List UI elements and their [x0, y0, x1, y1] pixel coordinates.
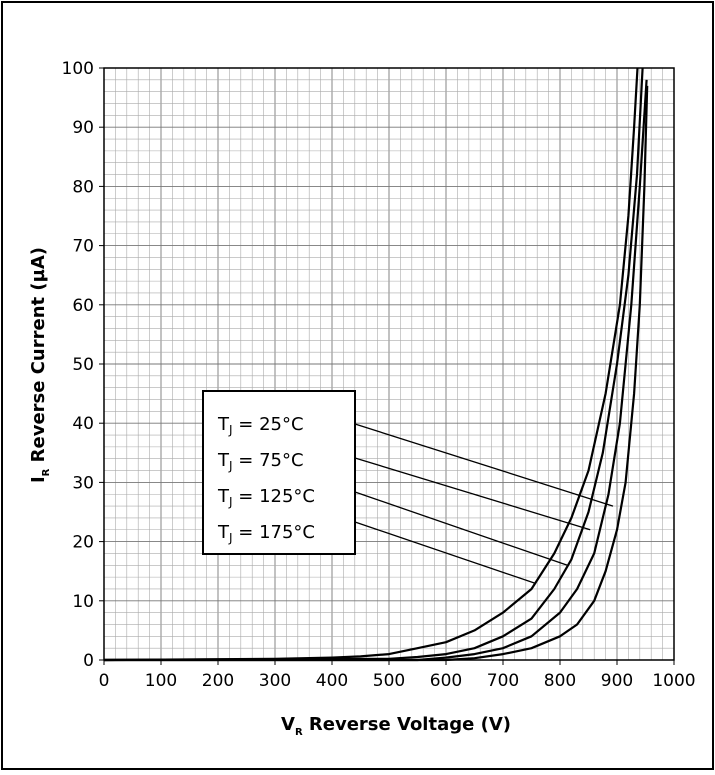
legend-label-rest: = 25°C — [233, 414, 304, 435]
x-tick-label: 900 — [601, 671, 633, 691]
x-tick-label: 800 — [544, 671, 576, 691]
y-tick-label: 70 — [72, 237, 94, 257]
y-axis-label-rest: Reverse Current (µA) — [28, 247, 49, 469]
x-tick-label: 700 — [487, 671, 519, 691]
legend-label-rest: = 75°C — [233, 450, 304, 471]
legend-label: TJ = 75°C — [217, 450, 304, 473]
x-tick-label: 300 — [259, 671, 291, 691]
legend-pointer-line — [354, 457, 591, 531]
legend-label: TJ = 175°C — [217, 522, 315, 545]
x-tick-label: 400 — [316, 671, 348, 691]
y-tick-label: 0 — [83, 651, 94, 671]
legend-label-rest: = 125°C — [233, 486, 315, 507]
legend-label-rest: = 175°C — [233, 522, 315, 543]
series-line-2 — [104, 79, 648, 662]
legend-pointer-line — [354, 423, 614, 507]
series-line-3 — [103, 67, 644, 662]
legend-label-t: T — [217, 522, 230, 543]
legend-label-subscript: J — [228, 459, 233, 473]
x-axis-label-rest: Reverse Voltage (V) — [303, 714, 511, 735]
x-tick-label: 200 — [202, 671, 234, 691]
legend-label-subscript: J — [228, 495, 233, 509]
y-tick-label: 40 — [72, 414, 94, 434]
series-line-4 — [103, 67, 639, 662]
x-tick-label: 0 — [99, 671, 110, 691]
x-tick-label: 100 — [145, 671, 177, 691]
x-axis-label-sub: R — [295, 727, 303, 738]
legend-pointers — [354, 423, 614, 584]
x-axis-label: VR Reverse Voltage (V) — [281, 714, 511, 738]
y-tick-label: 60 — [72, 296, 94, 316]
y-tick-label: 20 — [72, 533, 94, 553]
y-tick-label: 90 — [72, 118, 94, 138]
legend-label: TJ = 25°C — [217, 414, 304, 437]
x-axis-label-main: V — [281, 714, 295, 735]
y-axis-label-main: I — [28, 476, 49, 483]
x-tick-label: 500 — [373, 671, 405, 691]
x-tick-label: 1000 — [652, 671, 695, 691]
x-tick-label: 600 — [430, 671, 462, 691]
legend-label-t: T — [217, 414, 230, 435]
legend-label-t: T — [217, 486, 230, 507]
legend: TJ = 25°CTJ = 75°CTJ = 125°CTJ = 175°C — [202, 390, 356, 555]
y-tick-labels: 0 10 20 30 40 50 60 70 80 90 100 — [62, 59, 104, 671]
series-line-1 — [104, 85, 649, 662]
legend-label-subscript: J — [228, 423, 233, 437]
y-tick-label: 50 — [72, 355, 94, 375]
legend-pointer-line — [354, 521, 535, 584]
legend-label-subscript: J — [228, 531, 233, 545]
y-tick-label: 100 — [62, 59, 94, 79]
y-tick-label: 10 — [72, 592, 94, 612]
y-tick-label: 80 — [72, 177, 94, 197]
curves — [103, 67, 649, 662]
y-tick-label: 30 — [72, 473, 94, 493]
x-tick-labels: 0 100 200 300 400 500 600 700 800 900 1000 — [99, 660, 696, 691]
legend-box — [202, 390, 356, 555]
legend-label: TJ = 125°C — [217, 486, 315, 509]
legend-pointer-line — [354, 491, 568, 566]
legend-label-t: T — [217, 450, 230, 471]
y-axis-label-sub: R — [41, 468, 52, 476]
y-axis-label: IR Reverse Current (µA) — [28, 247, 52, 483]
